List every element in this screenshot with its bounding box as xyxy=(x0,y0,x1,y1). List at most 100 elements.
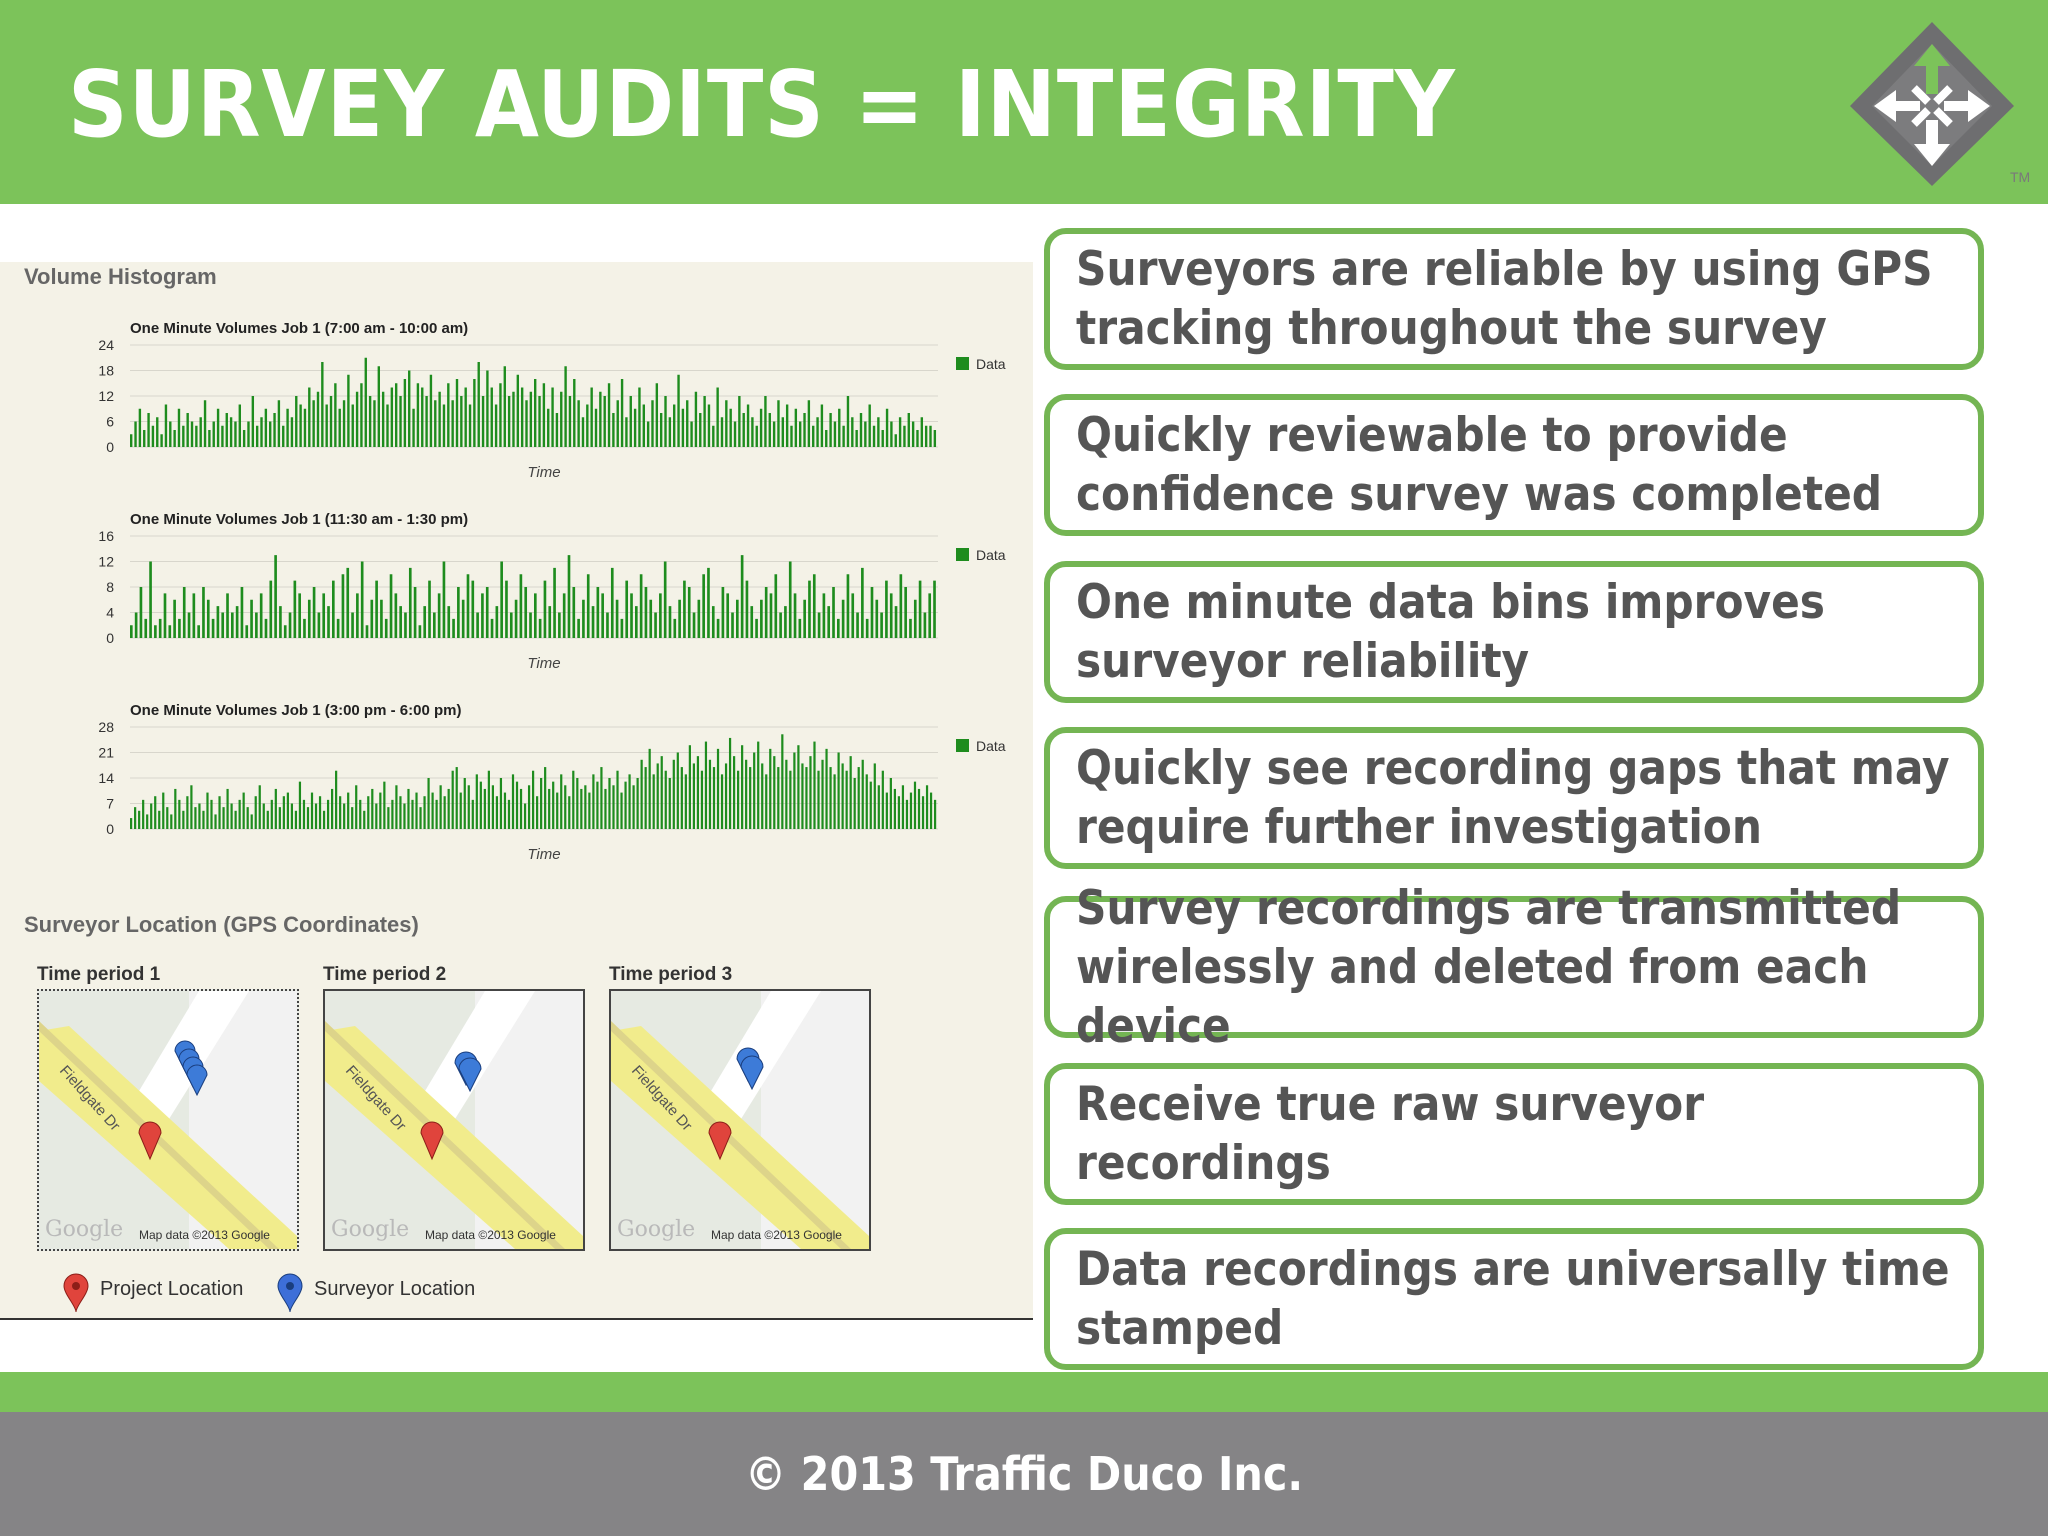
bar xyxy=(807,400,811,447)
bar xyxy=(868,404,871,447)
bar xyxy=(920,417,924,447)
bar xyxy=(438,391,441,447)
bar xyxy=(198,803,201,829)
bar xyxy=(290,417,294,447)
bar xyxy=(596,587,600,638)
bar xyxy=(368,396,372,447)
bar xyxy=(211,618,215,638)
bar xyxy=(712,425,715,447)
bar xyxy=(255,612,258,638)
bullet-quick-review: Quickly reviewable to provide confidence… xyxy=(1044,394,1984,536)
bar xyxy=(673,618,677,638)
bar xyxy=(373,400,376,447)
bar xyxy=(832,587,835,638)
bar xyxy=(803,413,806,447)
google-watermark: Google xyxy=(617,1217,695,1242)
bar xyxy=(371,788,374,829)
bar xyxy=(477,362,480,447)
gps-map-3[interactable]: Fieldgate Dr Google Map data ©2013 Googl… xyxy=(609,989,871,1251)
bar xyxy=(793,752,796,829)
bar xyxy=(586,404,589,447)
bar xyxy=(278,807,281,829)
y-tick-label: 21 xyxy=(98,745,114,761)
bar xyxy=(651,400,654,447)
bar xyxy=(452,618,455,638)
bar xyxy=(130,625,133,638)
bar xyxy=(221,612,225,638)
bar xyxy=(234,421,237,447)
bar xyxy=(708,759,712,829)
gps-map-1[interactable]: Fieldgate Dr Google Map data ©2013 Googl… xyxy=(37,989,299,1251)
bar xyxy=(375,803,378,829)
bar xyxy=(156,417,159,447)
bar xyxy=(555,413,559,447)
bar xyxy=(143,430,146,447)
bar xyxy=(415,792,418,829)
bar xyxy=(166,807,169,829)
bar xyxy=(199,417,202,447)
bar xyxy=(154,796,157,829)
bar xyxy=(925,785,929,829)
bar xyxy=(394,593,398,638)
gps-map-2[interactable]: Fieldgate Dr Google Map data ©2013 Googl… xyxy=(323,989,585,1251)
bar xyxy=(913,781,917,829)
y-tick-label: 8 xyxy=(106,579,114,595)
google-watermark: Google xyxy=(331,1217,409,1242)
bar xyxy=(779,612,782,638)
bar xyxy=(699,413,702,447)
bar xyxy=(798,421,802,447)
bar xyxy=(282,425,285,447)
bar xyxy=(142,799,145,829)
bar xyxy=(134,807,137,829)
page-title: SURVEY AUDITS = INTEGRITY xyxy=(68,51,1456,158)
bar xyxy=(307,599,311,638)
bar xyxy=(628,774,631,829)
bar xyxy=(755,425,758,447)
bar xyxy=(692,763,695,829)
bar xyxy=(733,421,737,447)
bar xyxy=(596,781,599,829)
bar xyxy=(731,612,734,638)
bar xyxy=(404,612,407,638)
bar xyxy=(451,400,454,447)
bar xyxy=(740,555,744,638)
bar xyxy=(590,387,593,447)
bar xyxy=(274,555,277,638)
bar xyxy=(428,580,431,638)
bar xyxy=(753,752,756,829)
bar xyxy=(407,788,410,829)
bar xyxy=(158,810,161,829)
bar xyxy=(581,417,585,447)
bar xyxy=(395,785,398,829)
bar xyxy=(777,767,780,829)
bar xyxy=(499,778,503,829)
bar xyxy=(625,417,628,447)
bar xyxy=(842,425,845,447)
bar xyxy=(206,792,209,829)
bar xyxy=(620,792,623,829)
bar xyxy=(283,625,287,638)
bar xyxy=(435,799,438,829)
bar xyxy=(790,425,793,447)
bar xyxy=(242,792,245,829)
bar xyxy=(664,396,667,447)
bar xyxy=(809,756,812,829)
bar xyxy=(447,383,450,447)
bar xyxy=(749,767,752,829)
bar xyxy=(841,599,845,638)
bar xyxy=(169,421,172,447)
bar xyxy=(269,421,272,447)
bar xyxy=(341,574,345,638)
bar xyxy=(160,434,163,447)
surveyor-pin-cluster xyxy=(174,1040,208,1097)
bar xyxy=(909,792,913,829)
bar xyxy=(421,387,424,447)
bar xyxy=(933,580,936,638)
histogram-section-label: Volume Histogram xyxy=(24,264,217,289)
bar xyxy=(577,618,580,638)
bar xyxy=(516,374,520,447)
bar xyxy=(214,814,217,829)
bar xyxy=(929,425,932,447)
bar xyxy=(447,788,450,829)
bar xyxy=(567,555,571,638)
